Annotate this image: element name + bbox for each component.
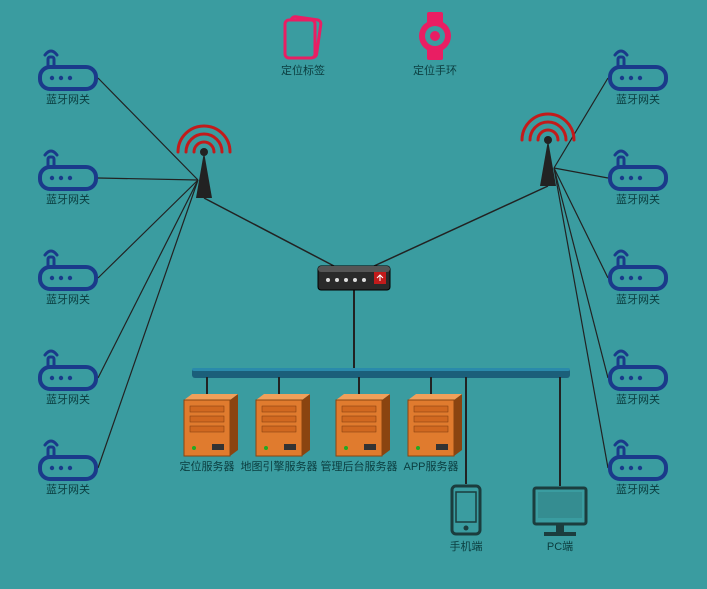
tag-label: 定位标签 bbox=[281, 63, 325, 77]
gateway-label: 蓝牙网关 bbox=[616, 392, 660, 406]
gateway-label: 蓝牙网关 bbox=[46, 192, 90, 206]
gateway-label: 蓝牙网关 bbox=[46, 92, 90, 106]
server-label: APP服务器 bbox=[403, 460, 458, 473]
gateway-label: 蓝牙网关 bbox=[46, 482, 90, 496]
gateway-label: 蓝牙网关 bbox=[46, 292, 90, 306]
gateway-label: 蓝牙网关 bbox=[616, 192, 660, 206]
gateway-label: 蓝牙网关 bbox=[616, 482, 660, 496]
location-tag-icon bbox=[285, 16, 321, 58]
server-label: 管理后台服务器 bbox=[321, 459, 398, 473]
network-diagram: 蓝牙网关蓝牙网关蓝牙网关蓝牙网关蓝牙网关蓝牙网关蓝牙网关蓝牙网关蓝牙网关蓝牙网关… bbox=[0, 0, 707, 589]
network-switch bbox=[318, 266, 390, 290]
watch-label: 定位手环 bbox=[413, 63, 457, 77]
server-label: 定位服务器 bbox=[180, 459, 235, 473]
gateway-label: 蓝牙网关 bbox=[616, 292, 660, 306]
gateway-label: 蓝牙网关 bbox=[46, 392, 90, 406]
server bbox=[256, 394, 310, 456]
server bbox=[408, 394, 462, 456]
phone-label: 手机端 bbox=[450, 539, 483, 553]
pc-label: PC端 bbox=[547, 540, 573, 553]
server-label: 地图引擎服务器 bbox=[241, 459, 318, 473]
gateway-label: 蓝牙网关 bbox=[616, 92, 660, 106]
server bbox=[184, 394, 238, 456]
server bbox=[336, 394, 390, 456]
